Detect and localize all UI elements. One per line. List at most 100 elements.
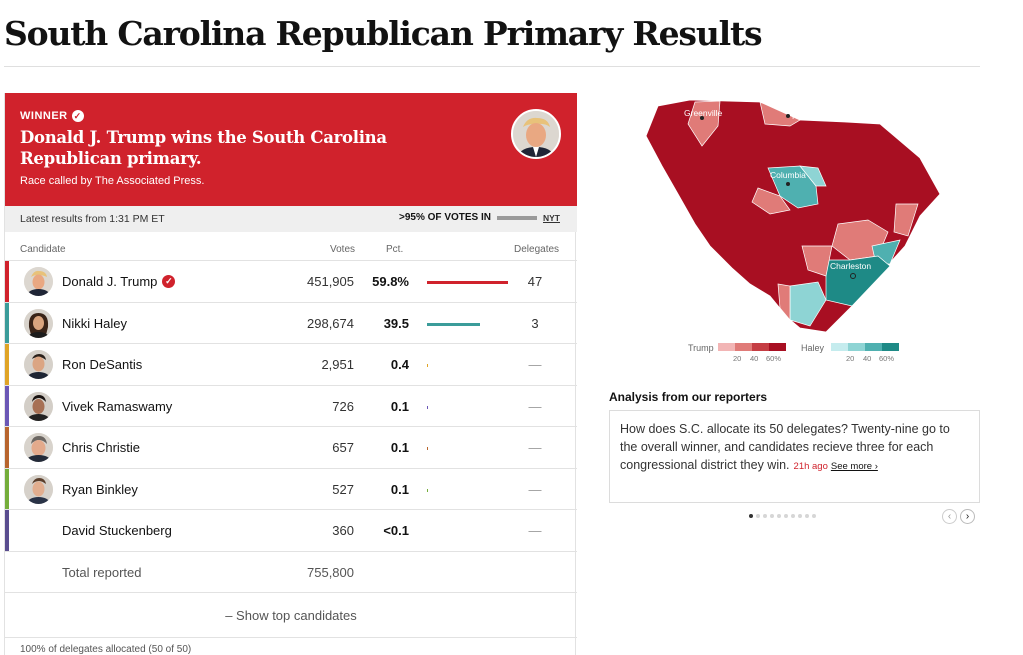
analysis-card: How does S.C. allocate its 50 delegates?… <box>609 410 980 503</box>
candidate-color-stripe <box>5 427 9 468</box>
candidate-color-stripe <box>5 468 9 509</box>
candidate-votes: 527 <box>332 481 354 497</box>
candidate-avatar <box>24 350 53 379</box>
candidate-name-text: David Stuckenberg <box>62 523 172 538</box>
candidate-pct: 0.1 <box>390 440 409 455</box>
votes-in-label: >95% OF VOTES IN <box>399 212 491 223</box>
pct-bar <box>427 281 508 284</box>
candidate-name-text: Chris Christie <box>62 440 141 455</box>
pct-bar <box>427 405 428 409</box>
carousel-dot[interactable] <box>756 514 760 518</box>
candidate-name: Donald J. Trump ✓ <box>62 274 176 289</box>
analysis-body-text: How does S.C. allocate its 50 delegates?… <box>620 422 950 472</box>
candidate-avatar <box>24 308 53 338</box>
race-called-note: Race called by The Associated Press. <box>20 175 205 187</box>
page-title: South Carolina Republican Primary Result… <box>4 14 763 53</box>
carousel-dot[interactable] <box>777 514 781 518</box>
candidate-color-stripe <box>5 510 9 551</box>
candidate-name-text: Ryan Binkley <box>62 481 138 497</box>
county-ne <box>893 203 919 237</box>
candidate-color-stripe <box>5 385 9 426</box>
county-colleton <box>801 245 833 277</box>
pct-bar <box>427 488 428 492</box>
candidate-votes: 2,951 <box>321 357 354 372</box>
carousel-dot[interactable] <box>763 514 767 518</box>
total-label: Total reported <box>62 564 142 580</box>
map-city-label: Rock Hill <box>792 111 826 121</box>
table-row: Nikki Haley 298,674 39.5 3 <box>5 302 577 344</box>
carousel-dot[interactable] <box>749 514 753 518</box>
title-divider <box>4 66 980 67</box>
column-pct: Pct. <box>386 244 404 255</box>
legend-haley-swatch <box>882 343 899 351</box>
candidate-name-text: Nikki Haley <box>62 315 128 331</box>
legend-trump-swatch <box>752 343 769 351</box>
carousel-next-button[interactable]: › <box>960 509 975 524</box>
analysis-body: How does S.C. allocate its 50 delegates?… <box>620 420 969 476</box>
candidate-name: David Stuckenberg <box>62 523 172 538</box>
rockhill-marker <box>786 114 790 118</box>
county-lexington <box>751 187 791 215</box>
candidate-name: Ryan Binkley <box>62 482 138 497</box>
legend-trump-swatch <box>769 343 786 351</box>
map-city-label: Columbia <box>770 170 806 180</box>
map-city-label: Charleston <box>830 261 871 271</box>
pct-bar <box>427 447 428 450</box>
candidate-avatar <box>24 474 53 504</box>
legend-trump-label: Trump <box>688 343 714 353</box>
legend-trump-swatch <box>735 343 752 351</box>
total-votes: 755,800 <box>307 564 354 580</box>
column-votes: Votes <box>330 244 356 255</box>
pct-bar <box>427 364 428 367</box>
candidate-color-stripe <box>5 302 9 343</box>
show-top-candidates-button[interactable]: – Show top candidates <box>5 593 577 638</box>
winner-banner: WINNER ✓ Donald J. Trump wins the South … <box>5 93 577 206</box>
carousel-dot[interactable] <box>805 514 809 518</box>
carousel-dot[interactable] <box>798 514 802 518</box>
candidate-name-text: Vivek Ramaswamy <box>62 398 173 414</box>
candidate-delegates: 3 <box>531 315 539 331</box>
candidate-delegates: — <box>528 398 542 414</box>
legend-tick: 60% <box>766 354 782 363</box>
table-row: David Stuckenberg 360 <0.1 — <box>5 510 577 552</box>
legend-tick: 40 <box>863 354 872 363</box>
analysis-heading: Analysis from our reporters <box>609 390 768 404</box>
candidate-name-text: Ron DeSantis <box>62 357 143 372</box>
results-table-header: Candidate Votes Pct. Delegates <box>5 232 577 261</box>
candidate-color-stripe <box>5 344 9 385</box>
carousel-dot[interactable] <box>770 514 774 518</box>
candidate-avatar <box>24 433 53 462</box>
county-results-map[interactable]: Greenville Rock Hill Columbia Charleston <box>640 96 950 336</box>
carousel-dot[interactable] <box>812 514 816 518</box>
county-jasper <box>777 283 791 321</box>
votes-in-progress <box>497 215 537 220</box>
results-status-bar: Latest results from 1:31 PM ET >95% OF V… <box>5 206 577 232</box>
candidate-delegates: — <box>528 481 542 497</box>
carousel-dot[interactable] <box>791 514 795 518</box>
legend-haley-label: Haley <box>801 343 825 353</box>
table-row: Ron DeSantis 2,951 0.4 — <box>5 344 577 386</box>
column-candidate: Candidate <box>20 244 66 255</box>
candidate-avatar <box>24 391 53 421</box>
carousel-dot[interactable] <box>784 514 788 518</box>
legend-tick: 40 <box>750 354 759 363</box>
table-row: Chris Christie 657 0.1 — <box>5 427 577 469</box>
votes-in-indicator: >95% OF VOTES IN NYT <box>399 212 560 223</box>
see-more-link[interactable]: See more › <box>830 461 878 472</box>
candidate-name: Vivek Ramaswamy <box>62 399 172 414</box>
column-delegates: Delegates <box>514 244 560 255</box>
candidate-name-text: Donald J. Trump <box>62 274 158 289</box>
carousel-dots <box>749 514 816 518</box>
nyt-source-link[interactable]: NYT <box>543 212 560 223</box>
legend-tick: 20 <box>846 354 855 363</box>
table-row: Donald J. Trump ✓ 451,905 59.8% 47 <box>5 261 577 303</box>
candidate-votes: 360 <box>332 523 354 538</box>
greenville-marker <box>700 116 704 120</box>
carousel-prev-button[interactable]: ‹ <box>942 509 957 524</box>
legend-tick: 60% <box>879 354 895 363</box>
candidate-delegates: 47 <box>527 274 543 289</box>
winner-avatar <box>511 109 561 159</box>
county-rockhill <box>759 101 801 127</box>
candidate-votes: 298,674 <box>307 315 354 331</box>
legend-haley-swatch <box>848 343 865 351</box>
